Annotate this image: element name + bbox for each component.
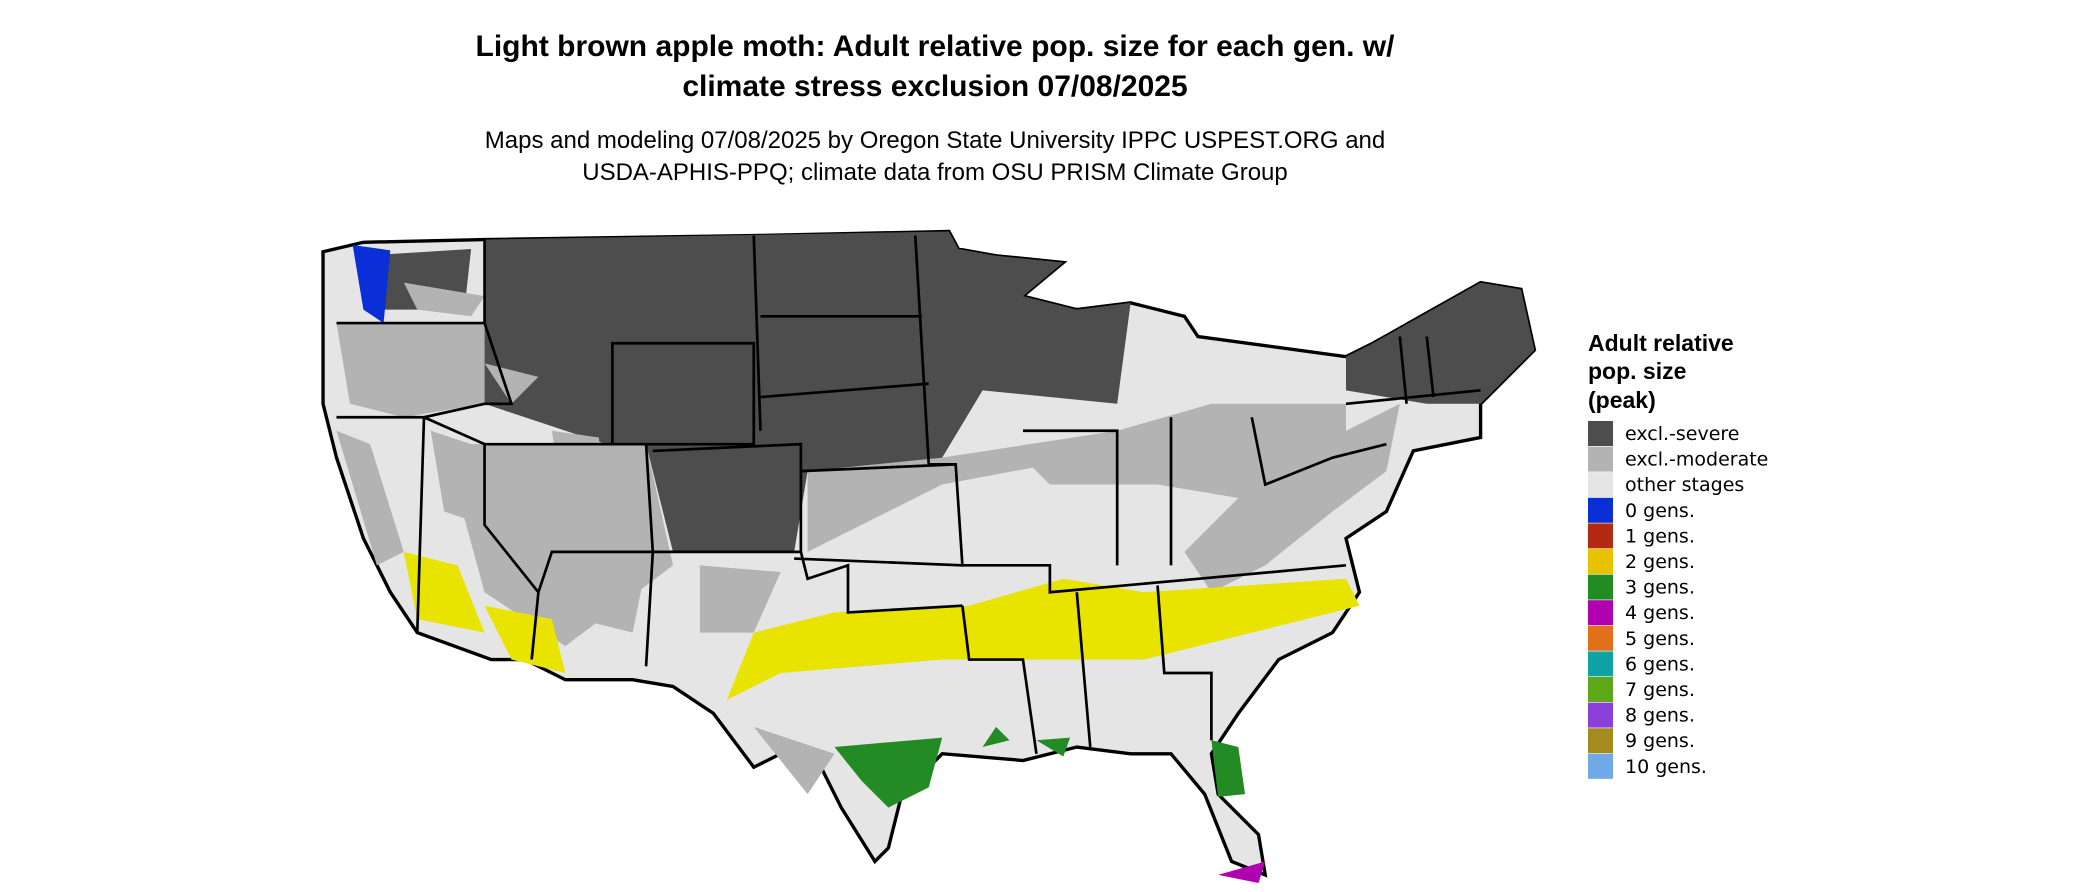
legend-label: 7 gens. bbox=[1625, 679, 1695, 701]
legend-label: 9 gens. bbox=[1625, 730, 1695, 752]
map bbox=[321, 229, 1537, 883]
legend-label: 0 gens. bbox=[1625, 500, 1695, 522]
title-line: Light brown apple moth: Adult relative p… bbox=[476, 30, 1396, 63]
region-4-gens bbox=[1218, 861, 1266, 883]
legend-label: excl.-severe bbox=[1625, 423, 1740, 445]
legend-swatch bbox=[1588, 497, 1613, 523]
legend-swatch bbox=[1588, 625, 1613, 651]
legend-swatch bbox=[1588, 677, 1613, 702]
legend-swatch bbox=[1588, 549, 1613, 574]
legend-label: 5 gens. bbox=[1625, 628, 1695, 650]
legend-swatch bbox=[1588, 728, 1613, 754]
legend-swatch bbox=[1588, 574, 1613, 600]
title-line: climate stress exclusion 07/08/2025 bbox=[682, 70, 1187, 103]
subtitle-line: Maps and modeling 07/08/2025 by Oregon S… bbox=[485, 127, 1385, 154]
state-lines bbox=[336, 235, 1481, 754]
legend-swatch bbox=[1588, 651, 1613, 677]
legend-title: pop. size bbox=[1588, 358, 1686, 384]
region-2-gens bbox=[403, 551, 1360, 700]
subtitle-line: USDA-APHIS-PPQ; climate data from OSU PR… bbox=[582, 159, 1288, 186]
legend: Adult relative pop. size (peak) excl.-se… bbox=[1588, 330, 1768, 779]
legend-label: 2 gens. bbox=[1625, 551, 1695, 573]
legend-label: excl.-moderate bbox=[1625, 449, 1768, 471]
legend-swatch bbox=[1588, 600, 1613, 626]
legend-swatch bbox=[1588, 523, 1613, 549]
region-moderate bbox=[336, 323, 1346, 795]
legend-swatch bbox=[1588, 472, 1613, 498]
legend-label: 8 gens. bbox=[1625, 705, 1695, 727]
region-severe bbox=[363, 231, 1535, 552]
legend-label: 10 gens. bbox=[1625, 756, 1707, 778]
legend-swatch bbox=[1588, 446, 1613, 472]
region-0-gens bbox=[352, 244, 391, 324]
region-3-gens bbox=[834, 726, 1246, 808]
legend-label: 1 gens. bbox=[1625, 525, 1695, 547]
legend-swatch bbox=[1588, 753, 1613, 779]
legend-label: 4 gens. bbox=[1625, 602, 1695, 624]
region-red bbox=[336, 282, 1400, 633]
legend-label: 6 gens. bbox=[1625, 653, 1695, 675]
legend-title: Adult relative bbox=[1588, 330, 1734, 356]
legend-title: (peak) bbox=[1588, 387, 1656, 413]
legend-label: other stages bbox=[1625, 474, 1744, 496]
legend-label: 3 gens. bbox=[1625, 577, 1695, 599]
legend-swatch bbox=[1588, 702, 1613, 728]
legend-swatch bbox=[1588, 421, 1613, 446]
